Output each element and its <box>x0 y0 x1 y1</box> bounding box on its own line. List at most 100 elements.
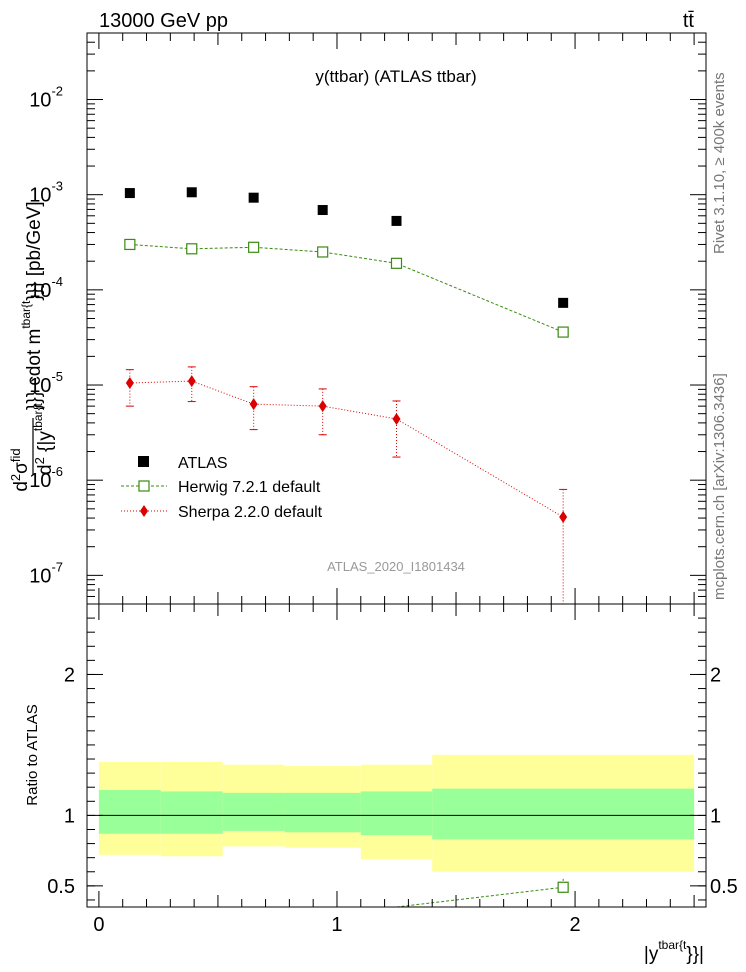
atlas-point <box>124 188 135 199</box>
ratio-stat-band <box>432 788 695 840</box>
sherpa-line <box>129 380 564 518</box>
sherpa-point <box>249 398 258 411</box>
ratio-stat-band <box>360 791 433 836</box>
herwig-point <box>124 238 136 251</box>
legend-atlas-marker <box>138 456 149 467</box>
main-y-axis: 10-710-610-510-410-310-2 <box>29 32 706 605</box>
ylabel-bot-tbar: tbar{t <box>31 402 45 431</box>
ylabel-fid: fid <box>8 448 23 462</box>
main-y-tick-exponent: -6 <box>51 464 63 479</box>
main-panel: 10-710-610-510-410-310-2 y(ttbar) (ATLAS… <box>8 32 707 605</box>
main-title: y(ttbar) (ATLAS ttbar) <box>315 67 476 86</box>
ratio-y-axis-label: Ratio to ATLAS <box>24 704 41 805</box>
ratio-y-tick-label-right: 0.5 <box>710 876 738 898</box>
main-y-tick-mantissa: 10 <box>29 280 51 302</box>
xlabel-sup: tbar{t <box>658 938 687 952</box>
ratio-y-tick-label: 1 <box>64 805 75 827</box>
ratio-x-axis: 0 1 2 <box>93 604 695 936</box>
ylabel-d: d <box>11 481 32 492</box>
herwig-point <box>317 246 329 258</box>
ratio-y-tick-label: 2 <box>64 664 75 686</box>
ratio-x-tick-label: 1 <box>331 914 342 936</box>
main-y-tick-mantissa: 10 <box>29 565 51 587</box>
ratio-stat-band <box>222 792 285 831</box>
legend: ATLAS Herwig 7.2.1 default Sherpa 2.2.0 … <box>121 455 323 521</box>
main-y-tick-label: 10-5 <box>29 369 63 397</box>
atlas-point <box>186 187 197 198</box>
ratio-y-tick-label-right: 2 <box>710 664 721 686</box>
herwig-point <box>248 241 260 253</box>
legend-sherpa-marker <box>140 505 148 517</box>
ratio-panel: 0.5 0.5 1 1 2 2 0 1 2 Ratio to ATLAS |ytbar{t}}… <box>24 603 738 965</box>
ylabel-unit: }}} [pb/GeV] <box>24 201 45 300</box>
rivet-label: Rivet 3.1.10, ≥ 400k events <box>711 72 728 254</box>
ratio-stat-band <box>98 790 161 834</box>
herwig-point <box>390 257 403 269</box>
sherpa-point <box>125 377 134 390</box>
legend-sherpa-label: Sherpa 2.2.0 default <box>178 504 323 521</box>
main-plot-area <box>124 187 569 604</box>
atlas-point <box>558 297 569 308</box>
sherpa-point <box>559 511 568 524</box>
atlas-point <box>391 215 402 226</box>
ylabel-sigma: σ <box>11 462 32 474</box>
xlabel-end: }}| <box>686 944 704 965</box>
main-y-tick-mantissa: 10 <box>29 185 51 207</box>
svg-text:d2σfid: d2σfid <box>8 448 32 491</box>
herwig-point <box>186 243 198 255</box>
main-y-axis-label: d2σfid d2 {|ytbar{t }}} cdot mtbar{t}}} … <box>8 201 56 491</box>
ratio-x-tick-label: 2 <box>569 914 580 936</box>
ratio-herwig-line <box>396 886 564 907</box>
ratio-y-tick-label-right: 1 <box>710 805 721 827</box>
sherpa-point <box>187 375 196 388</box>
main-y-tick-exponent: -7 <box>51 559 63 574</box>
main-y-tick-label: 10-3 <box>29 179 63 207</box>
main-y-tick-mantissa: 10 <box>29 375 51 397</box>
legend-herwig-label: Herwig 7.2.1 default <box>178 479 321 496</box>
main-y-tick-mantissa: 10 <box>29 470 51 492</box>
ylabel-rest: }}} cdot m <box>24 329 45 410</box>
main-y-tick-label: 10-6 <box>29 464 63 492</box>
atlas-point <box>317 205 328 216</box>
ratio-plot-area <box>98 754 695 907</box>
source-label: mcplots.cern.ch [arXiv:1306.3436] <box>711 373 728 600</box>
herwig-line <box>129 243 564 333</box>
watermark: ATLAS_2020_I1801434 <box>327 559 465 574</box>
main-y-tick-label: 10-4 <box>29 274 63 302</box>
main-y-tick-exponent: -2 <box>51 84 63 99</box>
main-x-axis <box>98 33 695 604</box>
main-y-tick-label: 10-7 <box>29 559 63 587</box>
xlabel-main: |y <box>644 944 659 965</box>
main-y-tick-label: 10-2 <box>29 84 63 112</box>
main-y-tick-exponent: -3 <box>51 179 63 194</box>
process-label: tt̄ <box>683 10 695 32</box>
ratio-herwig-point <box>557 881 569 893</box>
atlas-point <box>248 192 259 203</box>
ylabel-rest-sup: tbar{t <box>19 300 33 329</box>
energy-label: 13000 GeV pp <box>99 10 228 32</box>
main-y-tick-exponent: -4 <box>51 274 63 289</box>
ylabel-bot-2: 2 <box>32 457 47 464</box>
ratio-stat-band <box>284 792 361 833</box>
sherpa-point <box>318 400 327 413</box>
ratio-x-axis-label: |ytbar{t}}| <box>644 938 704 965</box>
ylabel-bot-y: {|y <box>35 431 56 458</box>
ratio-y-tick-label: 0.5 <box>47 876 75 898</box>
ylabel-bot-d: d <box>35 464 56 475</box>
legend-item-atlas: ATLAS <box>138 455 228 472</box>
herwig-point <box>557 326 569 338</box>
ratio-x-tick-label: 0 <box>93 914 104 936</box>
ratio-y-axis: 0.5 0.5 1 1 2 2 <box>47 617 738 901</box>
svg-text:d2 {|ytbar{t: d2 {|ytbar{t <box>31 402 56 475</box>
sherpa-point <box>392 412 401 425</box>
ratio-frame <box>86 603 707 908</box>
legend-item-herwig: Herwig 7.2.1 default <box>121 479 321 496</box>
legend-atlas-label: ATLAS <box>178 455 228 472</box>
legend-herwig-marker <box>138 480 150 492</box>
ylabel-d2: 2 <box>8 474 23 481</box>
main-y-tick-mantissa: 10 <box>29 90 51 112</box>
ratio-stat-band <box>160 791 223 834</box>
legend-item-sherpa: Sherpa 2.2.0 default <box>121 504 323 521</box>
svg-text:}}} cdot mtbar{t}}} [pb/GeV]: }}} cdot mtbar{t}}} [pb/GeV] <box>19 201 45 410</box>
